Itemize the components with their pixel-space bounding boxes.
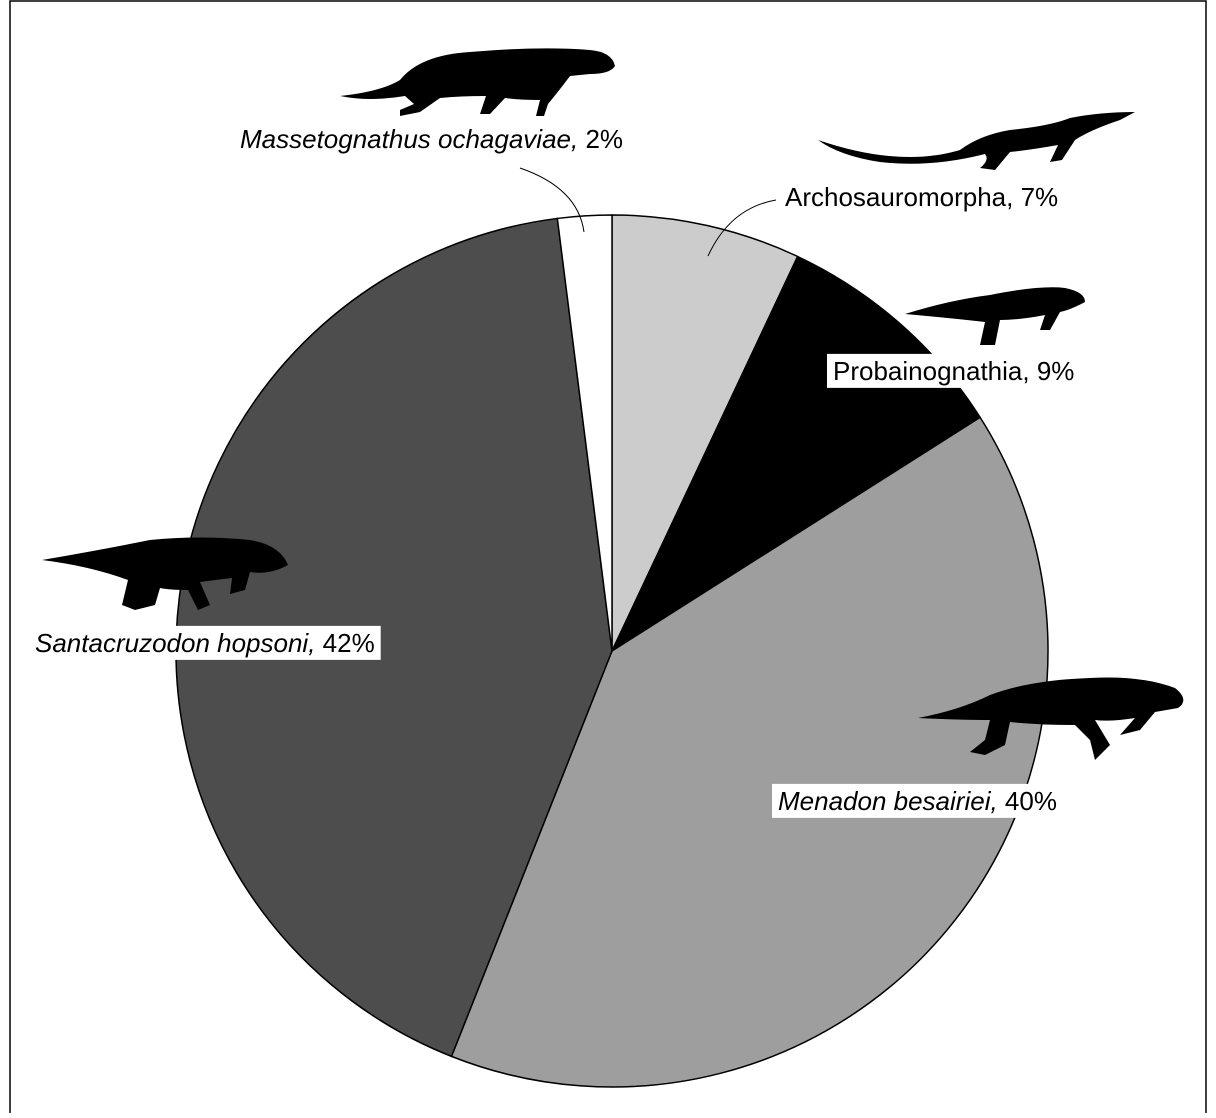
category-name: Probainognathia: [833, 356, 1023, 386]
label-box: [772, 783, 1063, 818]
pie-slice: [556, 214, 613, 652]
value-label: 42%: [323, 628, 375, 658]
category-name: Menadon besairiei: [778, 786, 992, 816]
frame: [9, 0, 1207, 1118]
label-box: [827, 353, 1081, 388]
data-label-group: Santacruzodon hopsoni, 42%: [29, 625, 381, 660]
data-label: Santacruzodon hopsoni, 42%: [35, 628, 375, 658]
silhouettes: [42, 48, 1184, 760]
label-separator: ,: [308, 628, 322, 658]
data-label: Archosauromorpha, 7%: [785, 182, 1058, 212]
data-label: Probainognathia, 9%: [833, 356, 1074, 386]
pie-slice: [450, 416, 1049, 1088]
leader-line: [519, 167, 585, 233]
pie-slice: [175, 217, 613, 1058]
leader-line: [707, 199, 777, 257]
data-label-group: Menadon besairiei, 40%: [772, 783, 1063, 818]
label-separator: ,: [571, 124, 585, 154]
data-label: Menadon besairiei, 40%: [778, 786, 1057, 816]
category-name: Archosauromorpha: [785, 182, 1007, 212]
data-label-group: Massetognathus ochagaviae, 2%: [240, 124, 623, 154]
data-label: Massetognathus ochagaviae, 2%: [240, 124, 623, 154]
label-separator: ,: [1006, 182, 1020, 212]
category-name: Santacruzodon hopsoni: [35, 628, 309, 658]
pie: [175, 214, 1049, 1088]
label-separator: ,: [990, 786, 1004, 816]
value-label: 7%: [1021, 182, 1059, 212]
pie-slice: [611, 214, 799, 652]
label-box: [29, 625, 381, 660]
value-label: 2%: [585, 124, 623, 154]
value-label: 40%: [1005, 786, 1057, 816]
data-label-group: Archosauromorpha, 7%: [785, 182, 1058, 212]
data-label-group: Probainognathia, 9%: [827, 353, 1081, 388]
labels: Archosauromorpha, 7% Probainognathia, 9% M…: [29, 124, 1081, 818]
value-label: 9%: [1037, 356, 1075, 386]
category-name: Massetognathus ochagaviae: [240, 124, 571, 154]
label-separator: ,: [1022, 356, 1036, 386]
